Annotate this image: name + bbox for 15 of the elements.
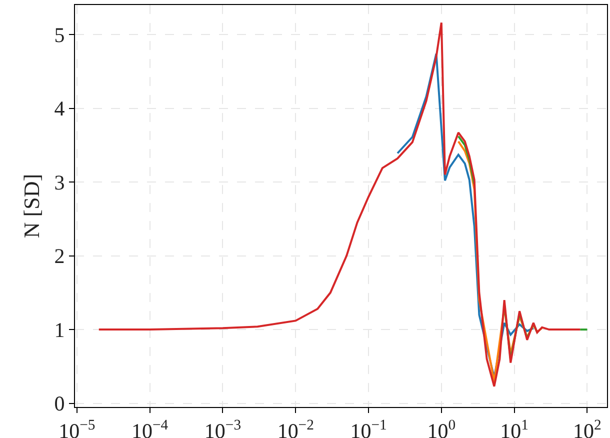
y-axis-title: N [SD] xyxy=(19,174,44,238)
x-tick-label: 10$^{−4}$ xyxy=(132,417,169,438)
y-tick-label: 5 xyxy=(54,22,65,47)
x-tick-label: 10$^{2}$ xyxy=(573,417,602,438)
x-tick-label: 10$^{−2}$ xyxy=(277,417,314,438)
x-tick-label: 10$^{−1}$ xyxy=(350,417,387,438)
y-tick-label: 1 xyxy=(54,318,65,342)
x-tick-label: 10$^{−5}$ xyxy=(58,417,96,438)
x-tick-label: 10$^{1}$ xyxy=(500,417,528,438)
x-tick-label: 10$^{0}$ xyxy=(427,417,456,438)
y-tick-label: 3 xyxy=(54,170,65,194)
y-tick-label: 2 xyxy=(54,244,65,268)
y-tick-label: 4 xyxy=(54,96,66,121)
y-tick-label: 0 xyxy=(54,392,65,416)
x-tick-label: 10$^{−3}$ xyxy=(204,417,242,438)
